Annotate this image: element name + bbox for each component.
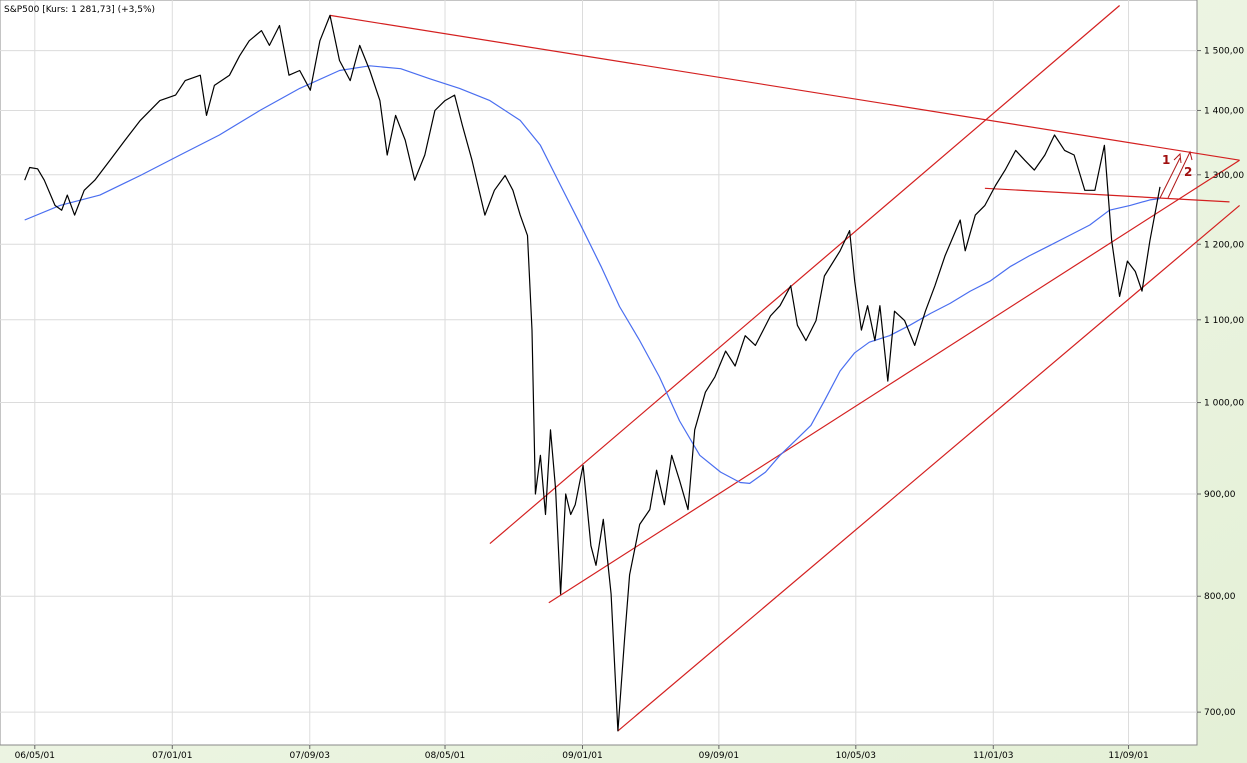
x-tick-label: 07/01/01 [152, 751, 192, 761]
labels: 700,00 800,00 900,00 1 000,00 1 100,00 1 200,… [15, 47, 1245, 761]
arrow [1167, 150, 1193, 199]
trend-line [548, 159, 1240, 604]
x-tick-label: 08/05/01 [425, 751, 465, 761]
x-tick-label: 11/09/01 [1108, 751, 1148, 761]
y-tick-label: 800,00 [1204, 592, 1236, 602]
trend-line [617, 204, 1240, 732]
y-tick-label: 1 100,00 [1204, 316, 1244, 326]
y-tick-label: 1 400,00 [1204, 106, 1244, 116]
x-tick-label: 10/05/03 [836, 751, 876, 761]
trend-line [329, 14, 1240, 161]
x-tick-label: 06/05/01 [15, 751, 55, 761]
y-tick-label: 1 500,00 [1204, 47, 1244, 57]
trend-line [984, 187, 1230, 203]
x-tick-label: 09/09/01 [699, 751, 739, 761]
plot-area [0, 0, 1198, 746]
chart-title: S&P500 [Kurs: 1 281,73] (+3,5%) [4, 5, 155, 15]
y-tick-label: 700,00 [1204, 708, 1236, 718]
y-tick-label: 1 000,00 [1204, 399, 1244, 409]
marks [24, 5, 1240, 732]
annotation: 1 [1162, 153, 1170, 167]
annotation-arrows [1159, 150, 1193, 199]
y-tick-label: 1 300,00 [1204, 171, 1244, 181]
y-tick-label: 900,00 [1204, 490, 1236, 500]
series-line [24, 14, 1161, 732]
x-tick-label: 11/01/03 [973, 751, 1013, 761]
annotation: 2 [1184, 165, 1192, 179]
x-tick-label: 07/09/03 [290, 751, 330, 761]
x-tick-label: 09/01/01 [562, 751, 602, 761]
grid [0, 0, 1201, 749]
arrow [1159, 152, 1182, 199]
y-tick-label: 1 200,00 [1204, 240, 1244, 250]
trend-line [489, 5, 1120, 545]
